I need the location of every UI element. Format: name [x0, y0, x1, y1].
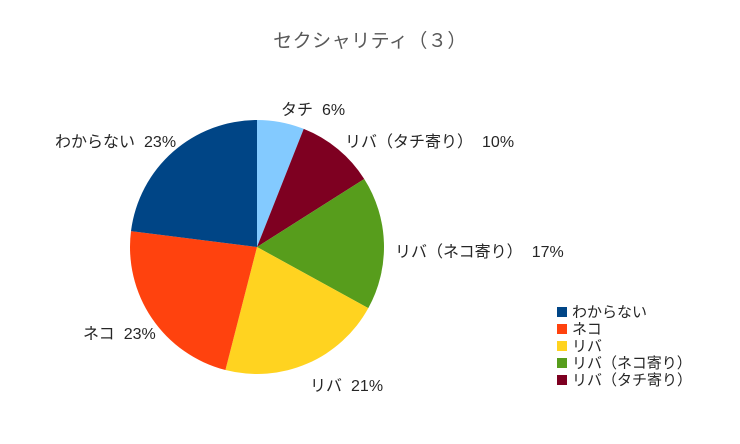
data-label-percent: 6%: [322, 102, 346, 119]
chart-title: セクシャリティ（３）: [273, 31, 467, 52]
legend-item-wakaranai: わからない: [557, 303, 692, 321]
data-label-neko: ネコ 23%: [83, 320, 156, 344]
legend-item-riba-neko-yori: リバ（ネコ寄り）: [557, 354, 692, 372]
data-label-category: わからない: [55, 134, 136, 151]
data-label-category: リバ（タチ寄り）: [345, 134, 474, 151]
legend-label: リバ: [572, 338, 603, 355]
legend-swatch: [557, 340, 567, 351]
legend-item-neko: ネコ: [557, 320, 692, 338]
data-label-riba-tachi-yori: リバ（タチ寄り） 10%: [345, 128, 514, 152]
chart-legend: わからない ネコ リバ リバ（ネコ寄り） リバ（タチ寄り）: [557, 303, 693, 389]
legend-label: リバ（タチ寄り）: [572, 372, 693, 389]
data-label-riba: リバ 21%: [310, 372, 383, 396]
pie-slice: [257, 120, 304, 247]
legend-swatch: [557, 323, 567, 334]
data-label-percent: 23%: [123, 326, 156, 343]
data-label-category: ネコ: [83, 326, 115, 343]
data-label-percent: 23%: [144, 134, 177, 151]
legend-swatch: [557, 306, 567, 317]
legend-label: リバ（ネコ寄り）: [572, 355, 692, 372]
data-label-percent: 21%: [351, 378, 384, 395]
pie-slice: [257, 128, 365, 247]
data-label-wakaranai: わからない 23%: [55, 128, 176, 152]
data-label-percent: 10%: [482, 134, 515, 151]
data-label-percent: 17%: [531, 244, 564, 261]
data-label-riba-neko-yori: リバ（ネコ寄り） 17%: [395, 238, 564, 262]
legend-label: ネコ: [572, 321, 602, 338]
pie-slice: [129, 231, 257, 371]
legend-item-riba: リバ: [557, 337, 692, 355]
data-label-category: タチ: [281, 102, 314, 119]
legend-label: わからない: [572, 304, 648, 321]
pie-slice: [225, 247, 369, 374]
pie-plot-area: [129, 120, 384, 374]
data-label-category: リバ: [310, 378, 343, 395]
pie-slice: [131, 120, 257, 247]
legend-swatch: [557, 357, 567, 368]
legend-item-riba-tachi-yori: リバ（タチ寄り）: [557, 371, 693, 389]
legend-swatch: [557, 374, 567, 385]
data-label-tachi: タチ 6%: [281, 96, 345, 120]
pie-slice: [257, 178, 384, 309]
data-label-category: リバ（ネコ寄り）: [395, 244, 523, 261]
